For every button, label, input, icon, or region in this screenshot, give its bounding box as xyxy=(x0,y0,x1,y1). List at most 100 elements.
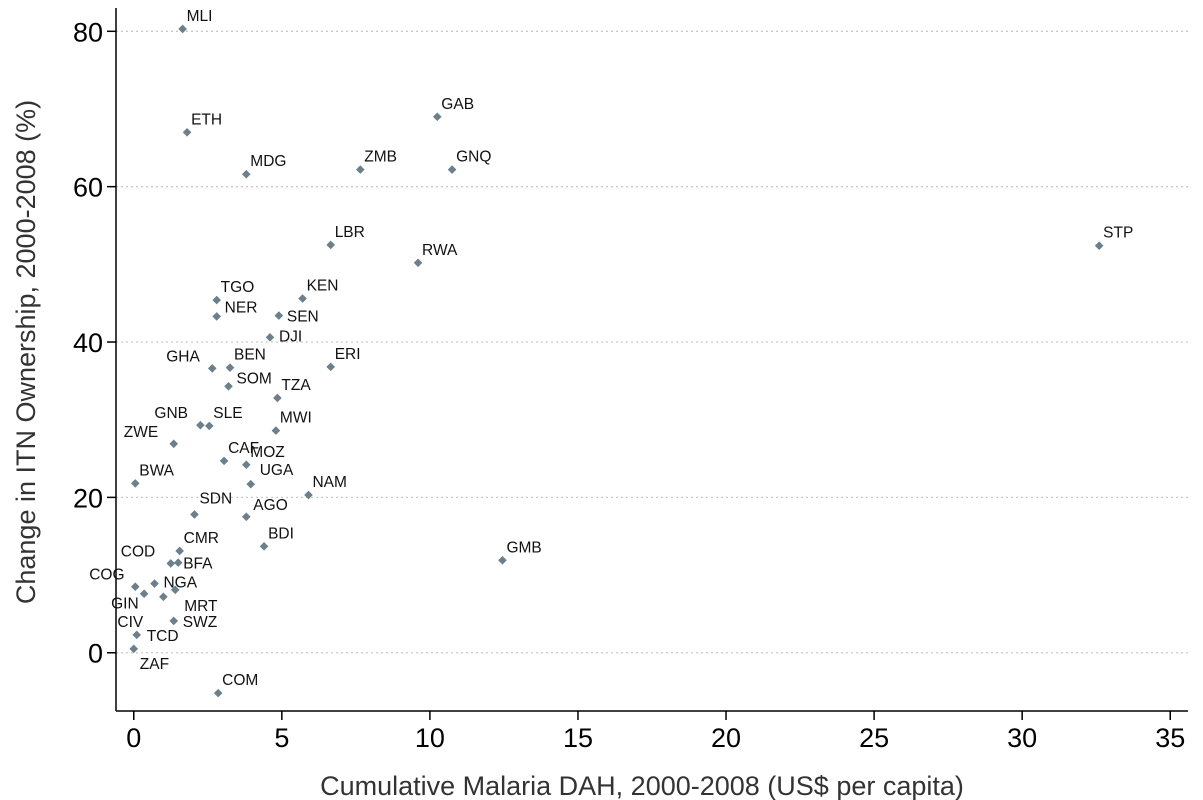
point-label-tgo: TGO xyxy=(221,279,255,296)
point-eth xyxy=(182,127,192,137)
point-ago xyxy=(241,512,251,522)
y-tick-label-40: 40 xyxy=(73,328,103,358)
point-civ xyxy=(159,592,168,602)
point-lbr xyxy=(326,240,335,250)
point-label-dji: DJI xyxy=(279,328,302,345)
x-ticks: 0 5 10 15 20 25 30 35 xyxy=(126,711,1185,753)
point-gab xyxy=(433,112,442,122)
y-axis-title: Change in ITN Ownership, 2000-2008 (%) xyxy=(11,100,41,604)
point-label-sle: SLE xyxy=(213,405,242,422)
x-tick-label-35: 35 xyxy=(1155,723,1185,753)
gridlines xyxy=(116,30,1188,654)
point-mrt xyxy=(170,585,180,595)
point-cog xyxy=(130,582,140,592)
point-gin xyxy=(139,589,149,599)
point-label-zwe: ZWE xyxy=(124,424,158,441)
point-label-cmr: CMR xyxy=(184,530,219,547)
point-label-mrt: MRT xyxy=(184,598,218,615)
point-label-tza: TZA xyxy=(281,377,311,394)
point-label-uga: UGA xyxy=(260,462,294,479)
point-label-gab: GAB xyxy=(441,96,474,113)
x-tick-label-20: 20 xyxy=(711,723,741,753)
point-com xyxy=(213,688,223,698)
point-rwa xyxy=(413,258,423,268)
point-sdn xyxy=(190,510,199,519)
x-tick-label-30: 30 xyxy=(1007,723,1037,753)
point-label-nam: NAM xyxy=(312,474,346,491)
point-label-gin: GIN xyxy=(111,596,139,613)
point-label-ago: AGO xyxy=(253,497,287,514)
point-mli xyxy=(178,24,187,34)
point-eri xyxy=(326,362,335,372)
point-mwi xyxy=(271,426,281,435)
point-label-zaf: ZAF xyxy=(140,656,169,673)
point-dji xyxy=(265,333,275,342)
axes xyxy=(115,8,1188,712)
point-sen xyxy=(274,311,284,320)
point-label-tcd: TCD xyxy=(147,628,179,645)
point-stp xyxy=(1094,241,1104,250)
data-points: MLI ETH GAB MDG ZMB GNQ LBR RWA STP TGO KEN NER SEN D… xyxy=(89,8,1133,698)
point-label-swz: SWZ xyxy=(183,614,217,631)
point-label-gnb: GNB xyxy=(154,405,188,422)
point-label-gnq: GNQ xyxy=(456,149,491,166)
point-label-ben: BEN xyxy=(234,347,266,364)
point-label-cog: COG xyxy=(89,567,124,584)
y-tick-label-0: 0 xyxy=(88,639,103,669)
point-label-sen: SEN xyxy=(287,309,319,326)
point-gnb xyxy=(196,420,205,430)
point-moz xyxy=(241,460,251,470)
point-ken xyxy=(298,294,307,303)
point-bfa xyxy=(173,558,183,567)
x-tick-label-5: 5 xyxy=(274,723,289,753)
x-tick-label-10: 10 xyxy=(415,723,445,753)
point-uga xyxy=(246,479,256,489)
point-mdg xyxy=(241,169,251,179)
point-cod xyxy=(166,559,176,568)
point-tza xyxy=(273,393,282,403)
point-label-stp: STP xyxy=(1103,225,1133,242)
x-axis-title: Cumulative Malaria DAH, 2000-2008 (US$ p… xyxy=(320,771,964,800)
point-label-cod: COD xyxy=(121,543,155,560)
point-label-com: COM xyxy=(222,672,258,689)
point-label-mdg: MDG xyxy=(250,153,286,170)
point-ben xyxy=(225,363,235,372)
point-ner xyxy=(212,312,221,321)
point-bwa xyxy=(130,479,140,488)
point-nam xyxy=(304,490,313,500)
point-label-gmb: GMB xyxy=(506,539,541,556)
x-tick-label-15: 15 xyxy=(563,723,593,753)
point-label-lbr: LBR xyxy=(335,224,365,241)
x-tick-label-0: 0 xyxy=(126,723,141,753)
point-zwe xyxy=(169,439,179,449)
point-zmb xyxy=(356,165,365,174)
point-gmb xyxy=(498,556,507,565)
point-tcd xyxy=(132,630,142,640)
point-cmr xyxy=(175,546,184,556)
y-tick-label-80: 80 xyxy=(73,17,103,47)
point-label-ner: NER xyxy=(225,299,258,316)
point-label-som: SOM xyxy=(237,370,272,387)
point-label-mwi: MWI xyxy=(280,410,312,427)
point-sle xyxy=(204,421,214,431)
point-label-moz: MOZ xyxy=(250,444,284,461)
point-nga xyxy=(150,579,159,588)
point-label-eth: ETH xyxy=(191,111,222,128)
point-som xyxy=(224,381,233,391)
y-tick-label-20: 20 xyxy=(73,483,103,513)
point-label-caf: CAF xyxy=(228,440,259,457)
point-label-zmb: ZMB xyxy=(364,149,397,166)
point-label-bfa: BFA xyxy=(183,556,213,573)
point-label-nga: NGA xyxy=(163,575,197,592)
point-label-rwa: RWA xyxy=(422,242,458,259)
x-tick-label-25: 25 xyxy=(859,723,889,753)
point-zaf xyxy=(129,644,139,654)
point-swz xyxy=(169,616,179,626)
y-tick-label-60: 60 xyxy=(73,173,103,203)
point-label-bwa: BWA xyxy=(139,462,174,479)
point-label-bdi: BDI xyxy=(268,525,294,542)
point-bdi xyxy=(259,542,269,551)
point-label-sdn: SDN xyxy=(199,490,232,507)
point-caf xyxy=(219,456,229,466)
point-tgo xyxy=(212,295,221,305)
